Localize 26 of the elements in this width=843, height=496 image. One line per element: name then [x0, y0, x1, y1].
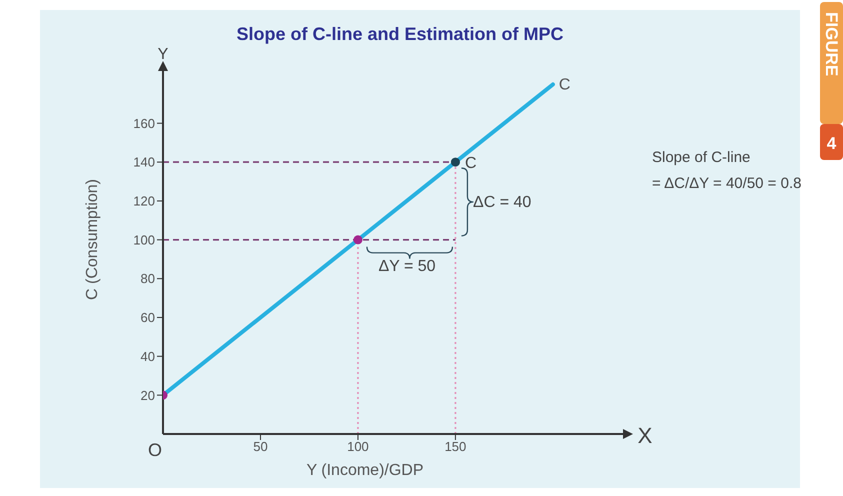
y-tick-label: 20 — [140, 388, 155, 403]
annotation: C — [465, 155, 477, 172]
point — [353, 235, 362, 244]
x-tick-label: 100 — [347, 439, 369, 454]
series-label: C — [558, 76, 570, 94]
point — [450, 158, 460, 167]
x-axis-title: Y (Income)/GDP — [306, 462, 424, 479]
y-axis-title: C (Consumption) — [84, 179, 101, 300]
text: X — [638, 423, 653, 448]
y-tick-label: 160 — [133, 116, 155, 131]
y-tick-label: 120 — [133, 194, 155, 209]
chart-title: Slope of C-line and Estimation of MPC — [236, 24, 564, 44]
text: = ΔC/ΔY = 40/50 = 0.8 — [652, 175, 802, 192]
y-tick-label: 40 — [140, 348, 155, 364]
text: O — [148, 440, 162, 460]
text: Y — [158, 46, 169, 63]
x-tick-label: 150 — [444, 439, 466, 454]
text: FIGURE 4 — [822, 12, 841, 153]
y-tick-label: 80 — [140, 271, 155, 286]
annotation: ΔC = 40 — [473, 194, 532, 211]
y-tick-label: 140 — [133, 154, 155, 170]
y-tick-label: 60 — [140, 310, 155, 326]
annotation: ΔY = 50 — [378, 258, 436, 275]
y-tick-label: 100 — [133, 232, 155, 248]
x-tick-label: 50 — [253, 439, 268, 454]
text: Slope of C-line — [652, 149, 750, 166]
